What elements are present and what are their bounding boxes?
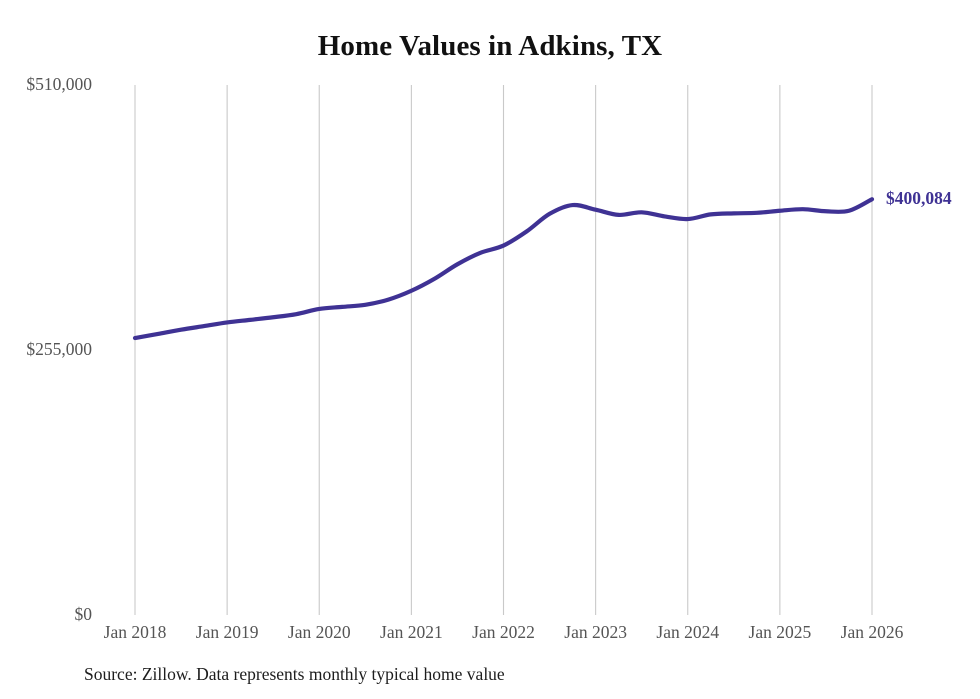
series-line-typical-home-value	[132, 197, 875, 341]
x-axis-tick-jan-2023: Jan 2023	[564, 622, 627, 642]
x-axis-tick-jan-2021: Jan 2021	[380, 622, 443, 642]
gridlines-group	[134, 85, 873, 615]
end-value-label: $400,084	[886, 188, 952, 209]
x-axis-tick-jan-2018: Jan 2018	[103, 622, 167, 642]
x-axis-tick-jan-2024: Jan 2024	[656, 622, 720, 642]
x-axis-tick-jan-2026: Jan 2026	[840, 622, 904, 642]
y-axis-tick-255000: $255,000	[26, 339, 92, 359]
x-axis-tick-jan-2025: Jan 2025	[748, 622, 812, 642]
page-title: Home Values in Adkins, TX	[317, 30, 663, 62]
x-axis-tick-jan-2022: Jan 2022	[472, 622, 535, 642]
y-axis-tick-0: $0	[74, 604, 93, 624]
source-note: Source: Zillow. Data represents monthly …	[84, 664, 505, 684]
x-axis-tick-jan-2019: Jan 2019	[195, 622, 259, 642]
y-axis-tick-510000: $510,000	[26, 74, 92, 94]
x-axis-tick-jan-2020: Jan 2020	[287, 622, 351, 642]
